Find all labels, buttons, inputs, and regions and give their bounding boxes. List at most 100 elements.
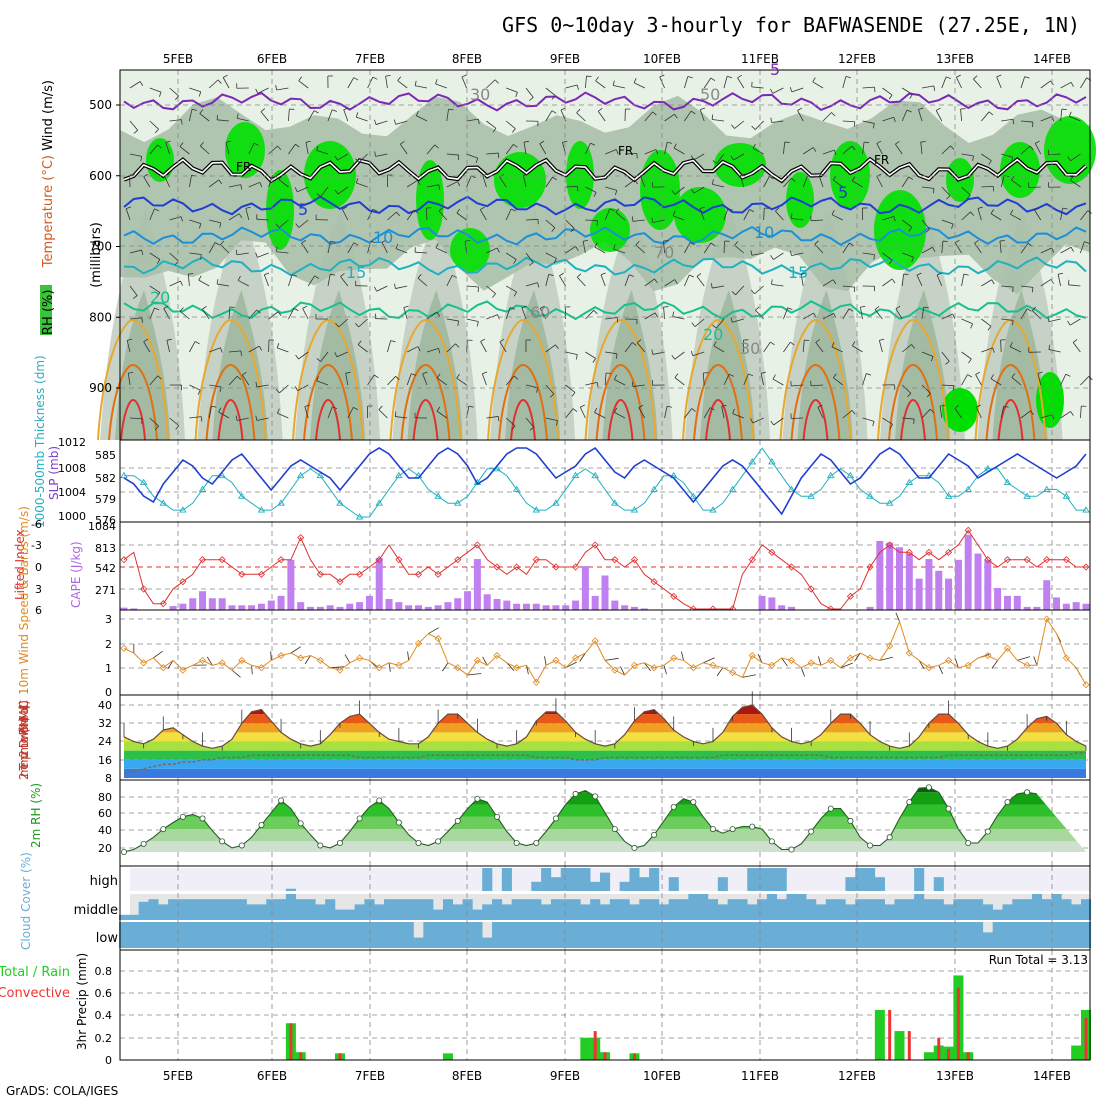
wind-barb (525, 417, 535, 428)
wind-barb (375, 153, 388, 157)
wind-speed-point (513, 664, 521, 672)
wind-barb-flag (202, 305, 207, 310)
wind-barb-flag (436, 406, 441, 412)
wind-barb (407, 346, 419, 353)
wind-barb (604, 657, 619, 661)
wind-barb-flag (791, 177, 796, 182)
wind-barb-flag (165, 140, 171, 143)
wind-barb-flag (180, 216, 183, 222)
wind-barb-flag (255, 88, 259, 94)
wind-barb (189, 219, 201, 224)
wind-barb-flag (340, 273, 345, 277)
wind-barb-flag (1065, 373, 1071, 377)
wind-barb-flag (255, 252, 258, 258)
rh-point (984, 828, 991, 835)
wind-barb (406, 209, 415, 221)
panel-frame (119, 949, 1091, 1061)
wind-barb-flag (672, 211, 676, 217)
wind-barb-flag (974, 239, 979, 244)
rh-band (124, 829, 1086, 842)
wind-barb (129, 317, 142, 320)
wind-barb (395, 248, 408, 254)
wind-barb-flag (342, 206, 347, 210)
wind-speed-point (375, 664, 383, 672)
cloud-cell (256, 904, 267, 920)
wind-barb (961, 153, 974, 157)
wind-barb-flag (154, 208, 160, 212)
cloud-cell (609, 922, 620, 948)
wind-barb (149, 208, 155, 221)
wind-barb (416, 115, 428, 122)
wind-barb (304, 406, 309, 419)
wind-speed-point (709, 661, 717, 669)
wind-barb (752, 417, 764, 424)
li-point (650, 578, 658, 586)
cloud-cell (757, 922, 768, 948)
thickness-point (296, 471, 305, 479)
wind-barb (624, 153, 638, 155)
wind-barb-flag (939, 405, 946, 407)
wind-barb (482, 656, 488, 666)
wind-barb (218, 411, 230, 419)
wind-barb (831, 214, 843, 221)
wind-speed-point (532, 678, 540, 686)
wind-speed-point (277, 651, 285, 660)
wind-barb-flag (999, 240, 1005, 242)
wind-barb (446, 275, 453, 287)
cloud-cell (933, 899, 944, 920)
wind-barb-flag (395, 376, 400, 381)
hot-contour (790, 363, 841, 441)
hot-contour (400, 363, 451, 441)
hottest-contour (900, 398, 926, 441)
wind-barb-flag (393, 119, 397, 125)
wind-barb (1001, 285, 1014, 288)
wind-barb (277, 412, 289, 419)
wind-barb (791, 417, 804, 419)
wind-barb (1001, 318, 1014, 321)
wind-barb-flag (559, 272, 564, 277)
warm-contour (292, 318, 364, 441)
wind-tick-label: 3 (105, 613, 112, 626)
wind-barb (169, 119, 182, 122)
cloud-cell (1031, 922, 1043, 948)
cloud-cell (943, 904, 954, 920)
cloud-cell (717, 877, 728, 891)
wind-barb (327, 406, 333, 419)
wind-barb (643, 662, 652, 672)
hottest-contour (802, 398, 829, 441)
temp-band (124, 750, 1086, 760)
wind-barb (506, 662, 515, 671)
wind-barb (703, 242, 712, 254)
wind-barb (721, 406, 725, 419)
wind-barb (941, 186, 951, 196)
wind-barb (208, 179, 220, 188)
wind-barb (605, 351, 618, 355)
wind-barb (545, 384, 555, 395)
wind-barb (298, 351, 309, 360)
wind-barb-flag (539, 140, 545, 144)
wind-barb (684, 242, 691, 254)
wind-barb (525, 252, 534, 263)
saturated-cell (942, 388, 978, 432)
wind-barb-flag (465, 240, 471, 242)
wind-barb-flag (434, 144, 439, 149)
cloud-cell (550, 922, 562, 948)
wind-barb (499, 176, 507, 188)
wind-barb-flag (461, 74, 467, 78)
cape-bar (385, 599, 393, 610)
wind-barb-flag (334, 155, 338, 161)
wind-speed-point (748, 651, 756, 660)
wind-barb (565, 661, 577, 669)
wind-barb (347, 407, 354, 419)
thickness-tick-label: 579 (95, 493, 116, 506)
axis-label-temperature: Temperature (°C) (41, 155, 56, 268)
wind-barb-flag (293, 307, 299, 312)
precip-conv-bar (1084, 1017, 1088, 1060)
wind-barb-flag (214, 242, 220, 246)
wind-barb (594, 246, 606, 254)
cloud-cell (1081, 922, 1092, 948)
wind-barb-flag (674, 373, 679, 378)
li-point (1043, 556, 1051, 564)
wind-speed-point (395, 661, 403, 669)
wind-barb-flag (540, 305, 545, 309)
